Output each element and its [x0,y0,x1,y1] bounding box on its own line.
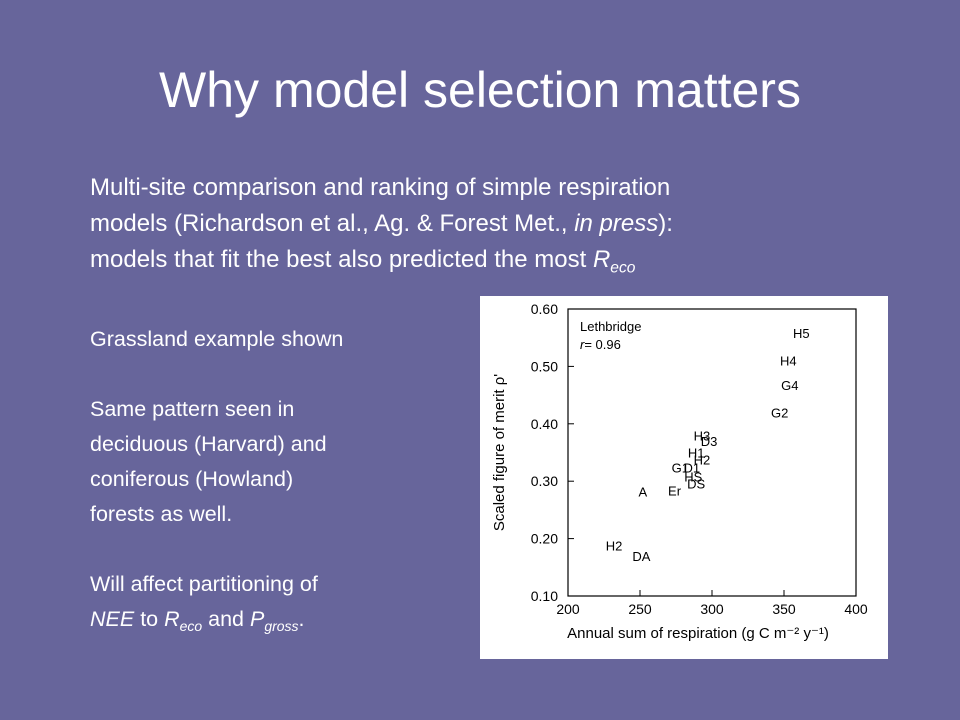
and-text: and [202,607,250,631]
x-tick-label: 200 [556,601,580,617]
reco-subscript: eco [610,259,636,277]
x-tick-label: 400 [844,601,868,617]
nee-text: NEE [90,607,135,631]
y-tick-label: 0.20 [531,531,558,547]
in-press-text: in press [574,210,659,237]
site-label: Lethbridge [580,319,641,334]
reco-subscript-2: eco [179,617,203,634]
r-value: = 0.96 [584,337,621,352]
grassland-note: Grassland example shown [90,327,344,351]
intro-line-2-start: models (Richardson et al., Ag. & Forest … [90,210,575,237]
r-symbol: r [580,337,585,352]
y-tick-label: 0.60 [531,301,558,317]
affect-line-1: Will affect partitioning of [90,572,318,596]
data-point-h5: H5 [793,326,810,341]
pattern-line-4: forests as well. [90,502,233,526]
pgross-symbol: P [250,607,265,631]
intro-line-2-end: ): [658,210,673,237]
pattern-line-1: Same pattern seen in [90,397,295,421]
data-point-h2: H2 [606,538,623,553]
intro-line-1: Multi-site comparison and ranking of sim… [90,174,671,201]
pattern-line-3: coniferous (Howland) [90,467,294,491]
correlation-label: r= 0.96 [580,337,621,352]
to-text: to [134,607,165,631]
data-point-g1: G1 [672,460,689,475]
slide-title: Why model selection matters [159,62,801,118]
left-notes: Grassland example shown Same pattern see… [90,322,460,637]
data-point-g2: G2 [771,405,788,420]
data-point-ds: DS [687,476,705,491]
reco-symbol: R [592,246,611,273]
intro-line-3: models that fit the best also predicted … [90,242,890,278]
data-point-g4: G4 [781,378,798,393]
reco-symbol-2: R [164,607,180,631]
period-text: . [298,607,305,631]
intro-line-2: models (Richardson et al., Ag. & Forest … [90,206,890,242]
x-tick-label: 300 [700,601,724,617]
data-point-da: DA [632,549,650,564]
chart-svg: 200 250 300 350 4000.100.200.300.400.500.60 … [491,301,868,642]
data-point-h4: H4 [780,354,797,369]
data-point-a: A [639,485,648,500]
data-point-h3: H3 [694,428,711,443]
y-axis-label: Scaled figure of merit ρ' [491,374,508,531]
data-point-h1: H1 [688,446,705,461]
y-tick-label: 0.40 [531,416,558,432]
y-tick-label: 0.10 [531,588,558,604]
data-point-d3: D3 [701,434,718,449]
affect-line-2: NEE to Reco and Pgross. [90,602,460,637]
x-tick-label: 350 [772,601,796,617]
x-tick-label: 250 [628,601,652,617]
pattern-line-2: deciduous (Harvard) and [90,432,327,456]
y-tick-label: 0.30 [531,473,558,489]
data-point-hs: HS [684,470,702,485]
data-point-h2: H2 [694,452,711,467]
data-point-d1: D1 [684,460,701,475]
intro-paragraph: Multi-site comparison and ranking of sim… [90,170,890,278]
data-point-er: Er [668,483,682,498]
scatter-chart: 200 250 300 350 400 0.10 0.20 0.30 0.40 0.50 0.60 … [480,296,888,659]
x-axis-label: Annual sum of respiration (g C m⁻² y⁻¹) [567,625,829,642]
intro-line-3-start: models that fit the best also predicted … [90,246,593,273]
pgross-subscript: gross [264,617,299,634]
y-tick-label: 0.50 [531,358,558,374]
